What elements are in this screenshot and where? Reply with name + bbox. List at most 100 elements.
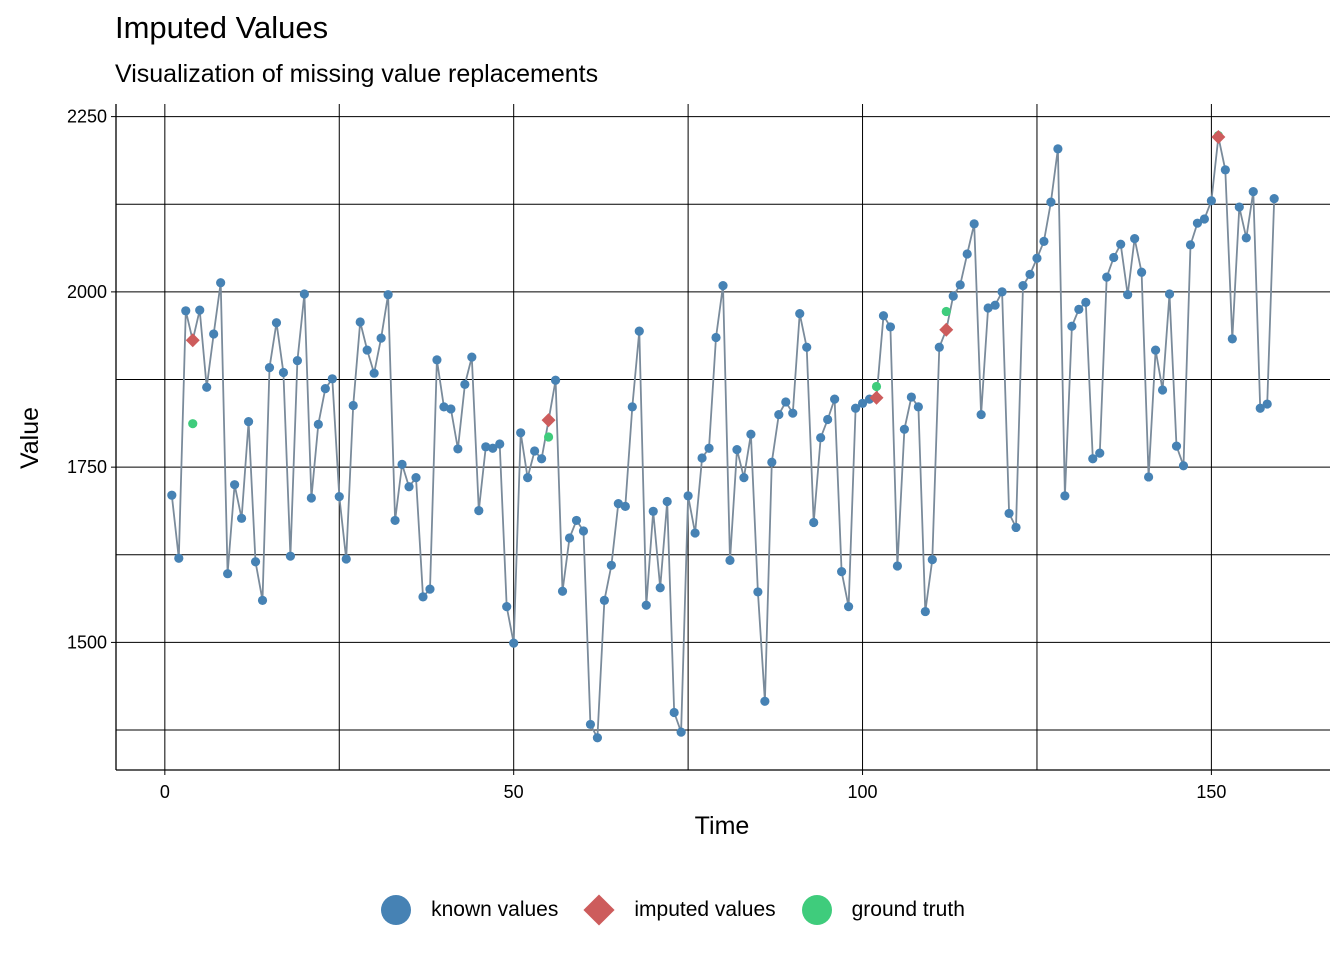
known-value-point xyxy=(913,402,923,412)
x-tick-label: 50 xyxy=(504,782,524,802)
known-value-point xyxy=(1227,334,1237,344)
known-value-point xyxy=(641,600,651,610)
known-value-point xyxy=(1032,253,1042,263)
known-value-point xyxy=(230,480,240,490)
known-value-point xyxy=(850,403,861,413)
known-value-point xyxy=(418,592,428,602)
known-value-point xyxy=(1095,448,1105,458)
known-value-point xyxy=(278,367,289,378)
legend-key-circle-icon xyxy=(379,893,413,927)
known-value-point xyxy=(983,303,993,313)
known-value-point xyxy=(167,490,177,500)
known-value-point xyxy=(509,638,519,648)
known-value-point xyxy=(313,419,323,429)
legend-key-diamond-icon xyxy=(582,893,616,927)
x-tick-label: 100 xyxy=(848,782,878,802)
legend-item-truth: ground truth xyxy=(800,893,965,927)
known-value-point xyxy=(1109,252,1119,263)
known-value-point xyxy=(655,583,665,593)
imputed-value-point xyxy=(541,413,556,428)
imputed-value-point xyxy=(869,390,884,405)
known-value-point xyxy=(976,409,986,420)
known-value-point xyxy=(467,352,477,362)
known-value-point xyxy=(1004,508,1014,519)
known-value-point xyxy=(1269,194,1279,204)
known-value-point xyxy=(1199,214,1210,224)
known-value-point xyxy=(830,394,840,404)
known-value-point xyxy=(348,400,358,411)
known-value-point xyxy=(271,318,282,328)
known-value-point xyxy=(523,473,533,483)
ground-truth-point xyxy=(543,432,554,442)
known-value-point xyxy=(1011,522,1021,533)
legend-label-imputed: imputed values xyxy=(634,898,776,921)
tick-labels: 0 50 100 150 1500 1750 2000 2250 xyxy=(67,107,1226,802)
legend-label-known: known values xyxy=(431,898,559,921)
known-value-point xyxy=(878,311,889,321)
known-value-point xyxy=(181,306,191,316)
known-value-point xyxy=(857,398,868,408)
known-value-point xyxy=(369,368,379,378)
known-value-point xyxy=(397,459,407,469)
known-value-point xyxy=(592,733,603,743)
chart-plot: 0 50 100 150 1500 1750 2000 2250 Time Value xyxy=(16,104,1330,840)
known-value-point xyxy=(613,499,623,509)
known-value-point xyxy=(725,555,735,565)
known-value-point xyxy=(809,517,819,528)
known-value-point xyxy=(795,309,805,319)
known-value-point xyxy=(837,567,847,577)
known-value-point xyxy=(355,317,365,327)
known-value-point xyxy=(711,332,721,343)
known-value-point xyxy=(1206,196,1216,206)
known-value-point xyxy=(1123,290,1133,300)
known-value-point xyxy=(1185,240,1196,250)
known-value-point xyxy=(746,429,756,439)
known-value-point xyxy=(934,342,944,352)
known-value-point xyxy=(481,442,491,452)
known-value-point xyxy=(174,553,184,563)
known-value-point xyxy=(557,586,568,596)
known-value-point xyxy=(767,457,777,467)
y-tick-label: 1750 xyxy=(67,457,107,477)
known-value-point xyxy=(1255,403,1265,413)
known-value-point xyxy=(753,587,763,597)
known-value-point xyxy=(564,533,575,543)
known-value-point xyxy=(697,453,707,463)
known-value-point xyxy=(209,329,219,339)
known-value-point xyxy=(1164,289,1175,299)
known-value-point xyxy=(885,322,896,332)
axes xyxy=(111,104,1330,775)
known-value-point xyxy=(327,374,337,384)
legend-label-truth: ground truth xyxy=(851,898,965,921)
known-value-point xyxy=(955,280,965,290)
known-value-point xyxy=(453,444,463,454)
known-value-point xyxy=(627,402,637,412)
known-value-point xyxy=(1102,272,1112,282)
y-tick-label: 1500 xyxy=(67,632,107,652)
known-value-point xyxy=(1081,297,1091,307)
known-value-point xyxy=(997,287,1007,297)
known-value-point xyxy=(550,375,561,385)
known-value-point xyxy=(1074,304,1084,315)
known-value-point xyxy=(362,345,372,355)
known-value-point xyxy=(1241,233,1251,243)
known-value-point xyxy=(236,513,247,523)
known-value-point xyxy=(1053,144,1063,154)
known-value-point xyxy=(920,606,930,617)
known-value-point xyxy=(195,305,205,315)
known-value-point xyxy=(676,727,686,737)
imputed-value-point xyxy=(1211,129,1226,144)
known-value-point xyxy=(969,219,979,229)
y-tick-label: 2000 xyxy=(67,282,107,302)
known-value-point xyxy=(1262,399,1272,409)
known-value-point xyxy=(899,424,910,434)
known-value-point xyxy=(411,473,421,483)
known-value-point xyxy=(390,515,400,526)
known-value-point xyxy=(299,289,309,299)
known-value-point xyxy=(243,416,254,427)
known-value-point xyxy=(690,528,700,538)
known-value-point xyxy=(948,291,958,301)
known-value-point xyxy=(1088,454,1098,464)
known-value-point xyxy=(216,278,226,288)
known-value-point xyxy=(536,454,547,464)
